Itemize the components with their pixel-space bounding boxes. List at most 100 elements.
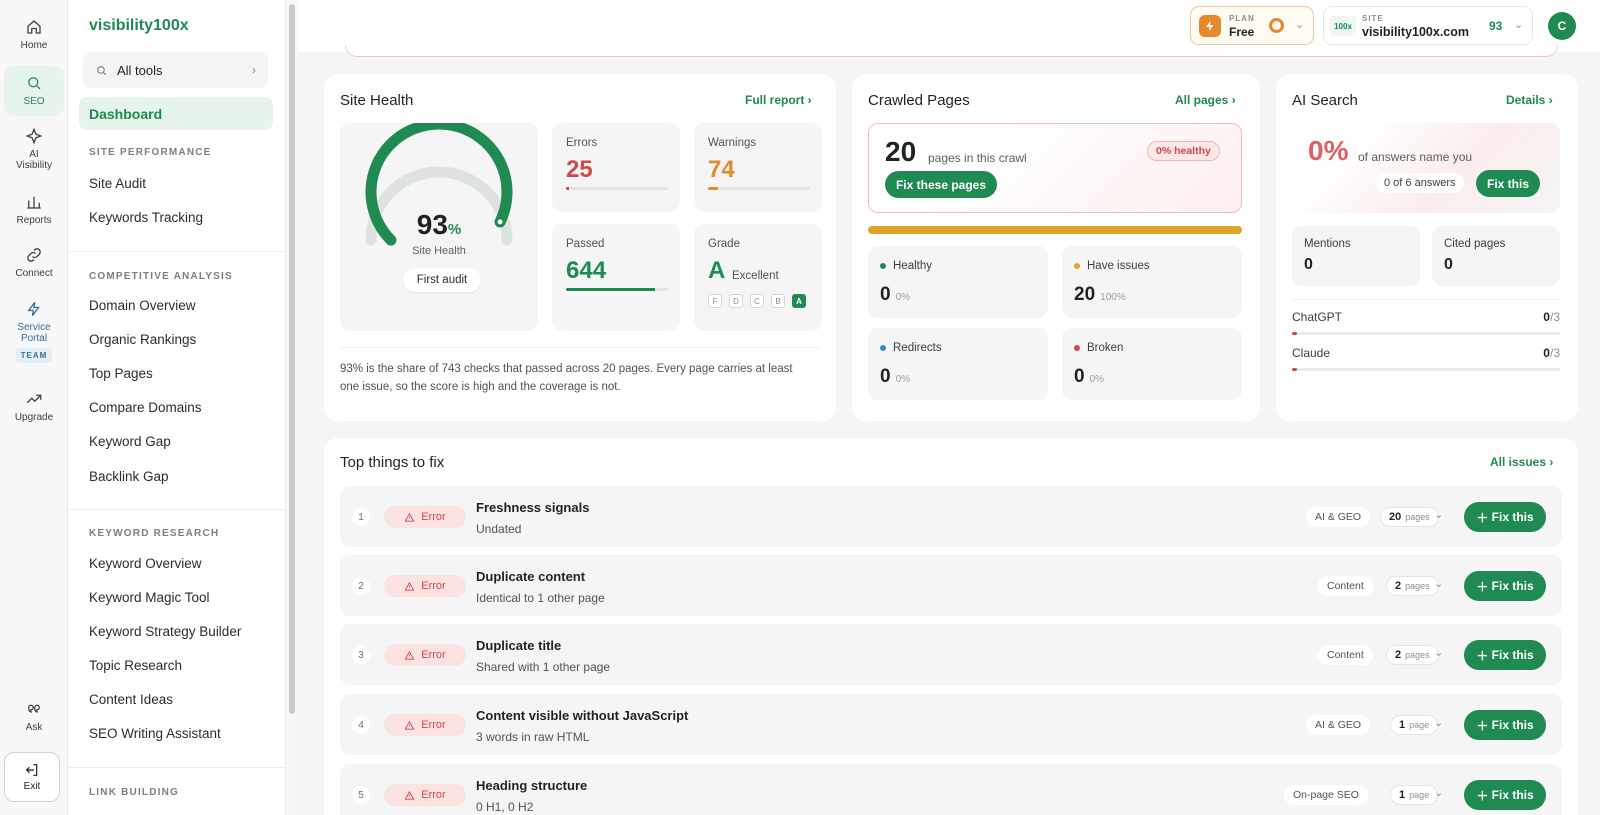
rail-connect[interactable]: Connect: [4, 246, 64, 286]
grade-chip: D: [729, 294, 743, 308]
rail-label: Connect: [15, 268, 53, 279]
fix-title: Duplicate title: [476, 638, 562, 653]
nav-dashboard[interactable]: Dashboard: [79, 97, 273, 130]
all-tools-label: All tools: [117, 62, 163, 78]
dot-icon: [880, 344, 886, 351]
nav-keyword-overview[interactable]: Keyword Overview: [89, 556, 202, 571]
stat-healthy[interactable]: Healthy 0 0%: [868, 246, 1048, 318]
nav-keyword-strategy-builder[interactable]: Keyword Strategy Builder: [89, 624, 242, 639]
fix-row[interactable]: 4 Error Content visible without JavaScri…: [340, 694, 1562, 755]
passed-tile[interactable]: Passed 644: [552, 224, 680, 331]
passed-bar: [566, 288, 668, 291]
fix-row[interactable]: 2 Error Duplicate content Identical to 1…: [340, 555, 1562, 616]
team-badge: TEAM: [15, 348, 53, 363]
top-fixes-title: Top things to fix: [340, 454, 445, 471]
rail-upgrade[interactable]: Upgrade: [4, 390, 64, 430]
exit-icon: [25, 764, 38, 776]
fix-title: Heading structure: [476, 778, 588, 793]
fix-these-pages-button[interactable]: Fix these pages: [885, 171, 997, 198]
nav-compare-domains[interactable]: Compare Domains: [89, 400, 202, 415]
site-label: SITE: [1362, 14, 1384, 23]
fix-this-button[interactable]: ＋ Fix this: [1464, 502, 1546, 532]
engine-name: ChatGPT: [1292, 310, 1343, 324]
engine-name: Claude: [1292, 346, 1331, 360]
fix-subtitle: Shared with 1 other page: [476, 660, 611, 674]
divider: [68, 251, 285, 252]
fix-row[interactable]: 5 Error Heading structure 0 H1, 0 H2 On-…: [340, 764, 1562, 815]
fix-this-button[interactable]: ＋ Fix this: [1464, 780, 1546, 810]
avatar[interactable]: C: [1548, 12, 1576, 40]
mentions-value: 0: [1304, 256, 1313, 273]
fix-title: Freshness signals: [476, 500, 590, 515]
warning-icon: [404, 581, 415, 591]
chevron-down-icon[interactable]: ⌄: [1434, 509, 1444, 521]
nav-domain-overview[interactable]: Domain Overview: [89, 298, 196, 313]
nav-site-audit[interactable]: Site Audit: [89, 176, 147, 191]
chevron-down-icon[interactable]: ⌄: [1434, 647, 1444, 659]
fix-this-button[interactable]: ＋ Fix this: [1464, 640, 1546, 670]
details-link[interactable]: Details ›: [1506, 93, 1553, 107]
icon-rail: Home SEO AI Visibility Reports Connect S…: [0, 0, 68, 815]
nav-backlink-gap[interactable]: Backlink Gap: [89, 469, 169, 484]
dot-icon: [880, 262, 886, 269]
nav-keyword-magic-tool[interactable]: Keyword Magic Tool: [89, 590, 210, 605]
errors-label: Errors: [566, 137, 598, 149]
rail-seo[interactable]: SEO: [4, 66, 64, 116]
errors-bar: [566, 187, 668, 190]
cited-label: Cited pages: [1444, 238, 1506, 250]
fix-row[interactable]: 1 Error Freshness signals Undated AI & G…: [340, 486, 1562, 547]
health-score: 93%: [416, 209, 462, 240]
warning-icon: [404, 512, 415, 522]
stat-redirects[interactable]: Redirects 0 0%: [868, 328, 1048, 400]
nav-organic-rankings[interactable]: Organic Rankings: [89, 332, 197, 347]
crawl-count: 20: [885, 136, 917, 167]
ai-fix-this-button[interactable]: Fix this: [1476, 170, 1540, 197]
plan-selector[interactable]: PLAN Free ⌄: [1190, 6, 1314, 45]
rail-ai-visibility[interactable]: AI Visibility: [4, 127, 64, 175]
errors-tile[interactable]: Errors 25: [552, 123, 680, 212]
all-tools-button[interactable]: All tools ›: [83, 52, 268, 88]
fix-page-count: 1 page: [1390, 785, 1439, 805]
full-report-link[interactable]: Full report ›: [745, 93, 812, 107]
exit-button[interactable]: Exit: [4, 752, 60, 802]
warnings-tile[interactable]: Warnings 74: [694, 123, 822, 212]
fix-this-button[interactable]: ＋ Fix this: [1464, 710, 1546, 740]
nav-top-pages[interactable]: Top Pages: [89, 366, 153, 381]
fix-subtitle: 3 words in raw HTML: [476, 730, 590, 744]
error-badge: Error: [384, 506, 466, 528]
rail-reports[interactable]: Reports: [4, 193, 64, 233]
stat-have-issues[interactable]: Have issues 20 100%: [1062, 246, 1242, 318]
stat-broken[interactable]: Broken 0 0%: [1062, 328, 1242, 400]
fix-subtitle: 0 H1, 0 H2: [476, 800, 534, 814]
site-selector[interactable]: 100x SITE visibility100x.com 93 ⌄: [1323, 6, 1533, 45]
mentions-tile: Mentions 0: [1292, 226, 1420, 286]
error-badge: Error: [384, 644, 466, 666]
rail-service-portal[interactable]: Service Portal TEAM: [4, 300, 64, 372]
brand-logo[interactable]: visibility100x: [89, 17, 189, 34]
nav-keywords-tracking[interactable]: Keywords Tracking: [89, 210, 204, 225]
rail-label: Reports: [16, 215, 52, 226]
section-site-performance: SITE PERFORMANCE: [89, 147, 212, 158]
fix-row[interactable]: 3 Error Duplicate title Shared with 1 ot…: [340, 624, 1562, 685]
fix-this-button[interactable]: ＋ Fix this: [1464, 571, 1546, 601]
rail-home[interactable]: Home: [4, 18, 64, 58]
fix-number: 4: [352, 716, 370, 734]
chevron-down-icon: ⌄: [1295, 19, 1305, 31]
passed-label: Passed: [566, 238, 605, 250]
crawled-pages-card: Crawled Pages All pages › 20 pages in th…: [852, 74, 1260, 421]
nav-seo-writing-assistant[interactable]: SEO Writing Assistant: [89, 726, 221, 741]
all-pages-link[interactable]: All pages ›: [1175, 93, 1236, 107]
chevron-down-icon[interactable]: ⌄: [1434, 578, 1444, 590]
ai-answer-pct: 0%: [1308, 135, 1349, 166]
nav-content-ideas[interactable]: Content Ideas: [89, 692, 174, 707]
dot-icon: [1074, 262, 1080, 269]
all-issues-link[interactable]: All issues ›: [1490, 455, 1554, 469]
nav-topic-research[interactable]: Topic Research: [89, 658, 183, 673]
chevron-down-icon[interactable]: ⌄: [1434, 787, 1444, 799]
ai-search-card: AI Search Details › 0% of answers name y…: [1276, 74, 1578, 421]
healthy-badge: 0% healthy: [1147, 141, 1220, 161]
rail-ask[interactable]: Ask: [4, 700, 64, 736]
chevron-down-icon[interactable]: ⌄: [1434, 717, 1444, 729]
sidebar-scroll-thumb[interactable]: [289, 4, 295, 714]
nav-keyword-gap[interactable]: Keyword Gap: [89, 434, 171, 449]
